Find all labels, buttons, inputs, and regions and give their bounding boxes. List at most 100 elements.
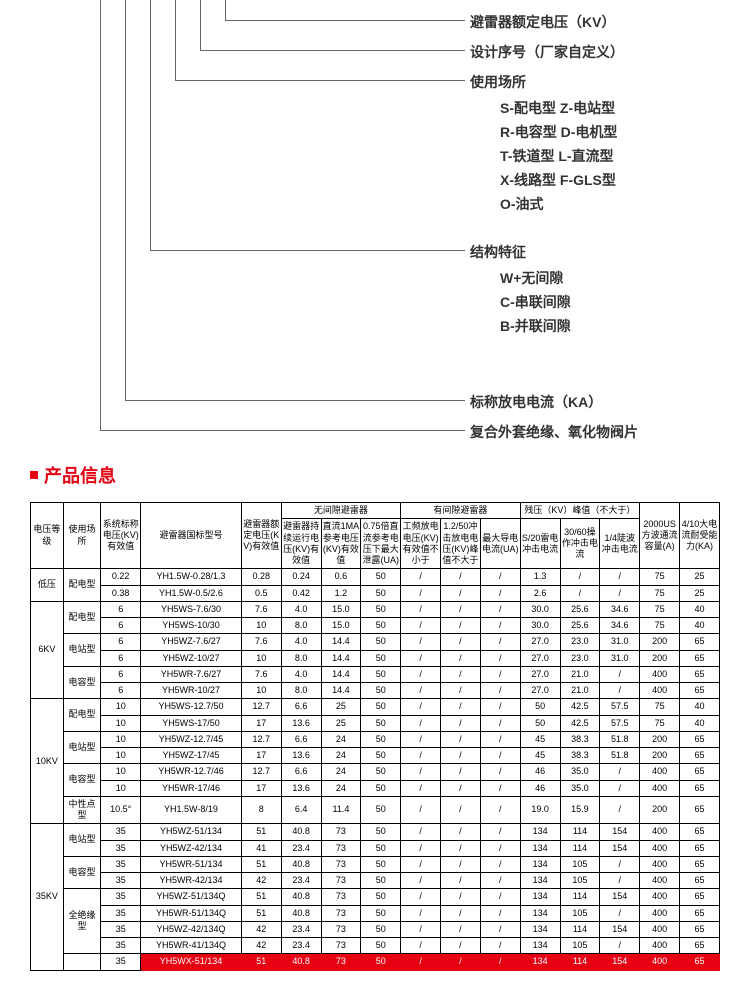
cell: 15.9 [560,796,600,824]
cell: 10 [101,699,141,715]
cell: / [480,840,520,856]
cell: 13.6 [281,748,321,764]
cell: / [480,954,520,970]
cell-use-place: 电容型 [63,764,100,797]
cell: YH5WZ-51/134 [141,824,242,840]
cell: 400 [640,824,680,840]
cell: 12.7 [241,731,281,747]
cell: 400 [640,666,680,682]
cell-use-place [63,954,100,970]
cell: 50 [520,699,560,715]
cell: 51 [241,954,281,970]
cell: 35 [101,889,141,905]
table-row: 电站型10YH5WZ-12.7/4512.76.62450///4538.351… [31,731,720,747]
cell: 40 [680,601,720,617]
th-c13: 30/60操作冲击电流 [560,519,600,569]
cell: 65 [680,780,720,796]
lbl-design-no: 设计序号（厂家自定义） [470,42,624,62]
cell: 35 [101,938,141,954]
cell: 400 [640,764,680,780]
cell: 17 [241,780,281,796]
cell: / [560,585,600,601]
cell: 65 [680,840,720,856]
cell: 134 [520,954,560,970]
cell: 114 [560,921,600,937]
cell: / [480,585,520,601]
table-row: 电容型6YH5WR-7.6/277.64.014.450///27.021.0/… [31,666,720,682]
cell: 400 [640,856,680,872]
use-line-4: O-油式 [500,194,544,214]
cell: 42.5 [560,699,600,715]
cell: YH5WX-51/134 [141,954,242,970]
cell: 50 [361,796,401,824]
cell: 10 [241,683,281,699]
cell: 154 [600,954,640,970]
th-group-nogap: 无间隙避雷器 [281,503,401,519]
cell: 25 [321,699,361,715]
cell-voltage-level: 35KV [31,824,64,970]
cell: 10 [101,715,141,731]
cell: 42 [241,938,281,954]
cell: 400 [640,889,680,905]
cell: 12.7 [241,699,281,715]
cell: / [401,715,441,731]
cell: 0.6 [321,569,361,585]
cell: 75 [640,715,680,731]
cell: 50 [361,634,401,650]
cell: 10 [101,764,141,780]
cell: / [480,666,520,682]
cell: 114 [560,954,600,970]
cell: 50 [361,569,401,585]
cell: 134 [520,921,560,937]
cell: / [441,824,481,840]
cell: 154 [600,889,640,905]
cell: 114 [560,840,600,856]
cell: 14.4 [321,650,361,666]
cell: / [480,683,520,699]
cell: / [401,748,441,764]
cell: 50 [361,748,401,764]
th-410: 4/10大电流耐受能力(KA) [680,503,720,569]
cell: 14.4 [321,683,361,699]
cell: 17 [241,748,281,764]
th-group-gap: 有间隙避雷器 [401,503,521,519]
cell: 4.0 [281,666,321,682]
cell-use-place: 配电型 [63,601,100,634]
cell: 50 [361,921,401,937]
cell: 65 [680,731,720,747]
cell: / [401,618,441,634]
cell: / [441,731,481,747]
table-row: 35YH5WR-42/1344223.47350///134105/40065 [31,873,720,889]
cell-use-place: 电站型 [63,731,100,764]
cell: 0.38 [101,585,141,601]
cell: / [401,873,441,889]
cell: 23.0 [560,634,600,650]
table-row: 10YH5WZ-17/451713.62450///4538.351.82006… [31,748,720,764]
cell: 134 [520,873,560,889]
cell: 4.0 [281,601,321,617]
cell: / [480,796,520,824]
cell: 73 [321,889,361,905]
cell-voltage-level: 低压 [31,569,64,602]
cell: 24 [321,731,361,747]
th-rated: 避雷器额定电压(KV)有效值 [241,503,281,569]
cell: / [441,905,481,921]
cell: 73 [321,905,361,921]
cell: YH5WR-12.7/46 [141,764,242,780]
cell: 50 [520,715,560,731]
cell: 154 [600,840,640,856]
cell: / [401,840,441,856]
cell: / [441,748,481,764]
cell: YH5WR-51/134Q [141,905,242,921]
cell: 73 [321,856,361,872]
cell: 50 [361,666,401,682]
cell: 75 [640,585,680,601]
cell: 14.4 [321,666,361,682]
cell: 51 [241,824,281,840]
table-row: 中性点型10.5°YH1.5W-8/1986.411.450///19.015.… [31,796,720,824]
cell: / [600,764,640,780]
cell: / [480,824,520,840]
cell: 65 [680,748,720,764]
cell: 134 [520,824,560,840]
cell: 65 [680,764,720,780]
